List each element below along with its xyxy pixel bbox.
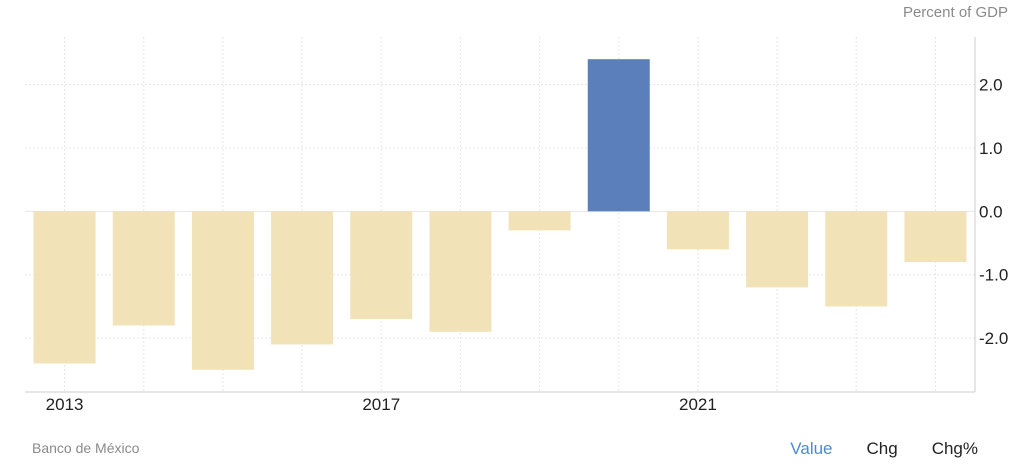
bar-2014 (112, 211, 175, 326)
tab-chg[interactable]: Chg (866, 439, 898, 458)
bar-2021 (666, 211, 729, 250)
bar-2024 (904, 211, 967, 263)
bar-2023 (825, 211, 888, 307)
tab-chg-percent[interactable]: Chg% (931, 439, 978, 458)
bar-2020 (587, 59, 650, 212)
x-tick-label: 2017 (362, 395, 400, 414)
unit-label: Percent of GDP (902, 4, 1008, 21)
bar-2018 (429, 211, 492, 332)
tab-value[interactable]: Value (790, 439, 833, 458)
y-tick-label: -1.0 (979, 266, 1008, 285)
bar-2017 (350, 211, 413, 320)
bar-2022 (746, 211, 809, 288)
bar-2015 (191, 211, 254, 370)
x-tick-label: 2013 (46, 395, 84, 414)
bar-2013 (33, 211, 96, 364)
bar-2016 (271, 211, 334, 345)
axes: 2.0 1.0 0.0 -1.0 -2.0 2013 2017 2021 (25, 37, 1008, 414)
view-tabs: Value Chg Chg% (790, 439, 978, 459)
source-label: Banco de México (32, 440, 140, 456)
bar-series (33, 59, 967, 370)
y-tick-label: 2.0 (979, 76, 1003, 95)
y-tick-label: 0.0 (979, 202, 1003, 221)
bar-2019 (508, 211, 571, 231)
y-tick-label: -2.0 (979, 329, 1008, 348)
y-tick-label: 1.0 (979, 139, 1003, 158)
x-tick-label: 2021 (679, 395, 717, 414)
